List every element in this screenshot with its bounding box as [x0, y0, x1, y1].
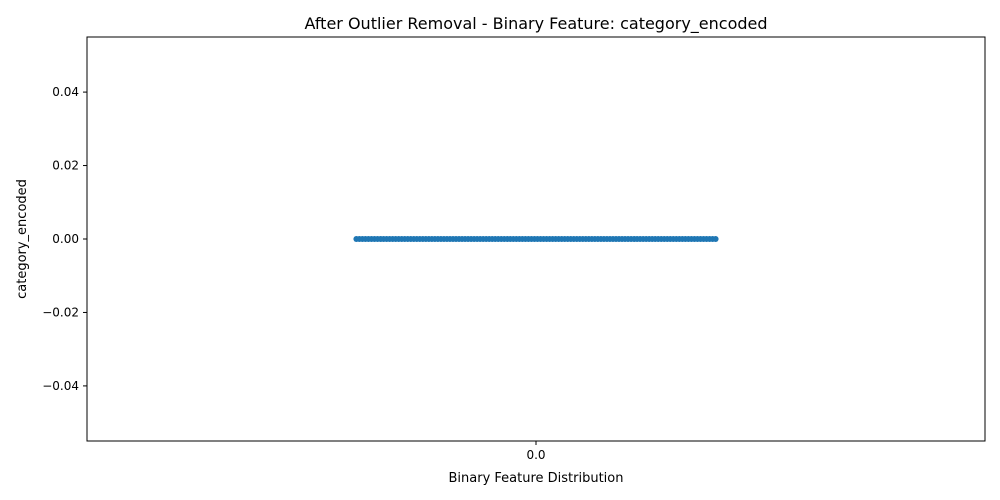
x-axis-label: Binary Feature Distribution [448, 471, 623, 486]
y-tick-label: 0.00 [52, 232, 79, 246]
y-axis: 0.04 0.02 0.00 −0.02 −0.04 [42, 85, 87, 393]
y-tick-label: 0.04 [52, 85, 79, 99]
y-tick-label: −0.04 [42, 379, 79, 393]
chart-title: After Outlier Removal - Binary Feature: … [304, 14, 767, 34]
y-tick-label: −0.02 [42, 305, 79, 319]
x-tick-label: 0.0 [526, 448, 545, 462]
data-point [712, 236, 719, 242]
y-tick-label: 0.02 [52, 159, 79, 173]
plot-area [353, 236, 719, 242]
x-axis: 0.0 [526, 441, 546, 462]
y-axis-label: category_encoded [15, 179, 30, 299]
